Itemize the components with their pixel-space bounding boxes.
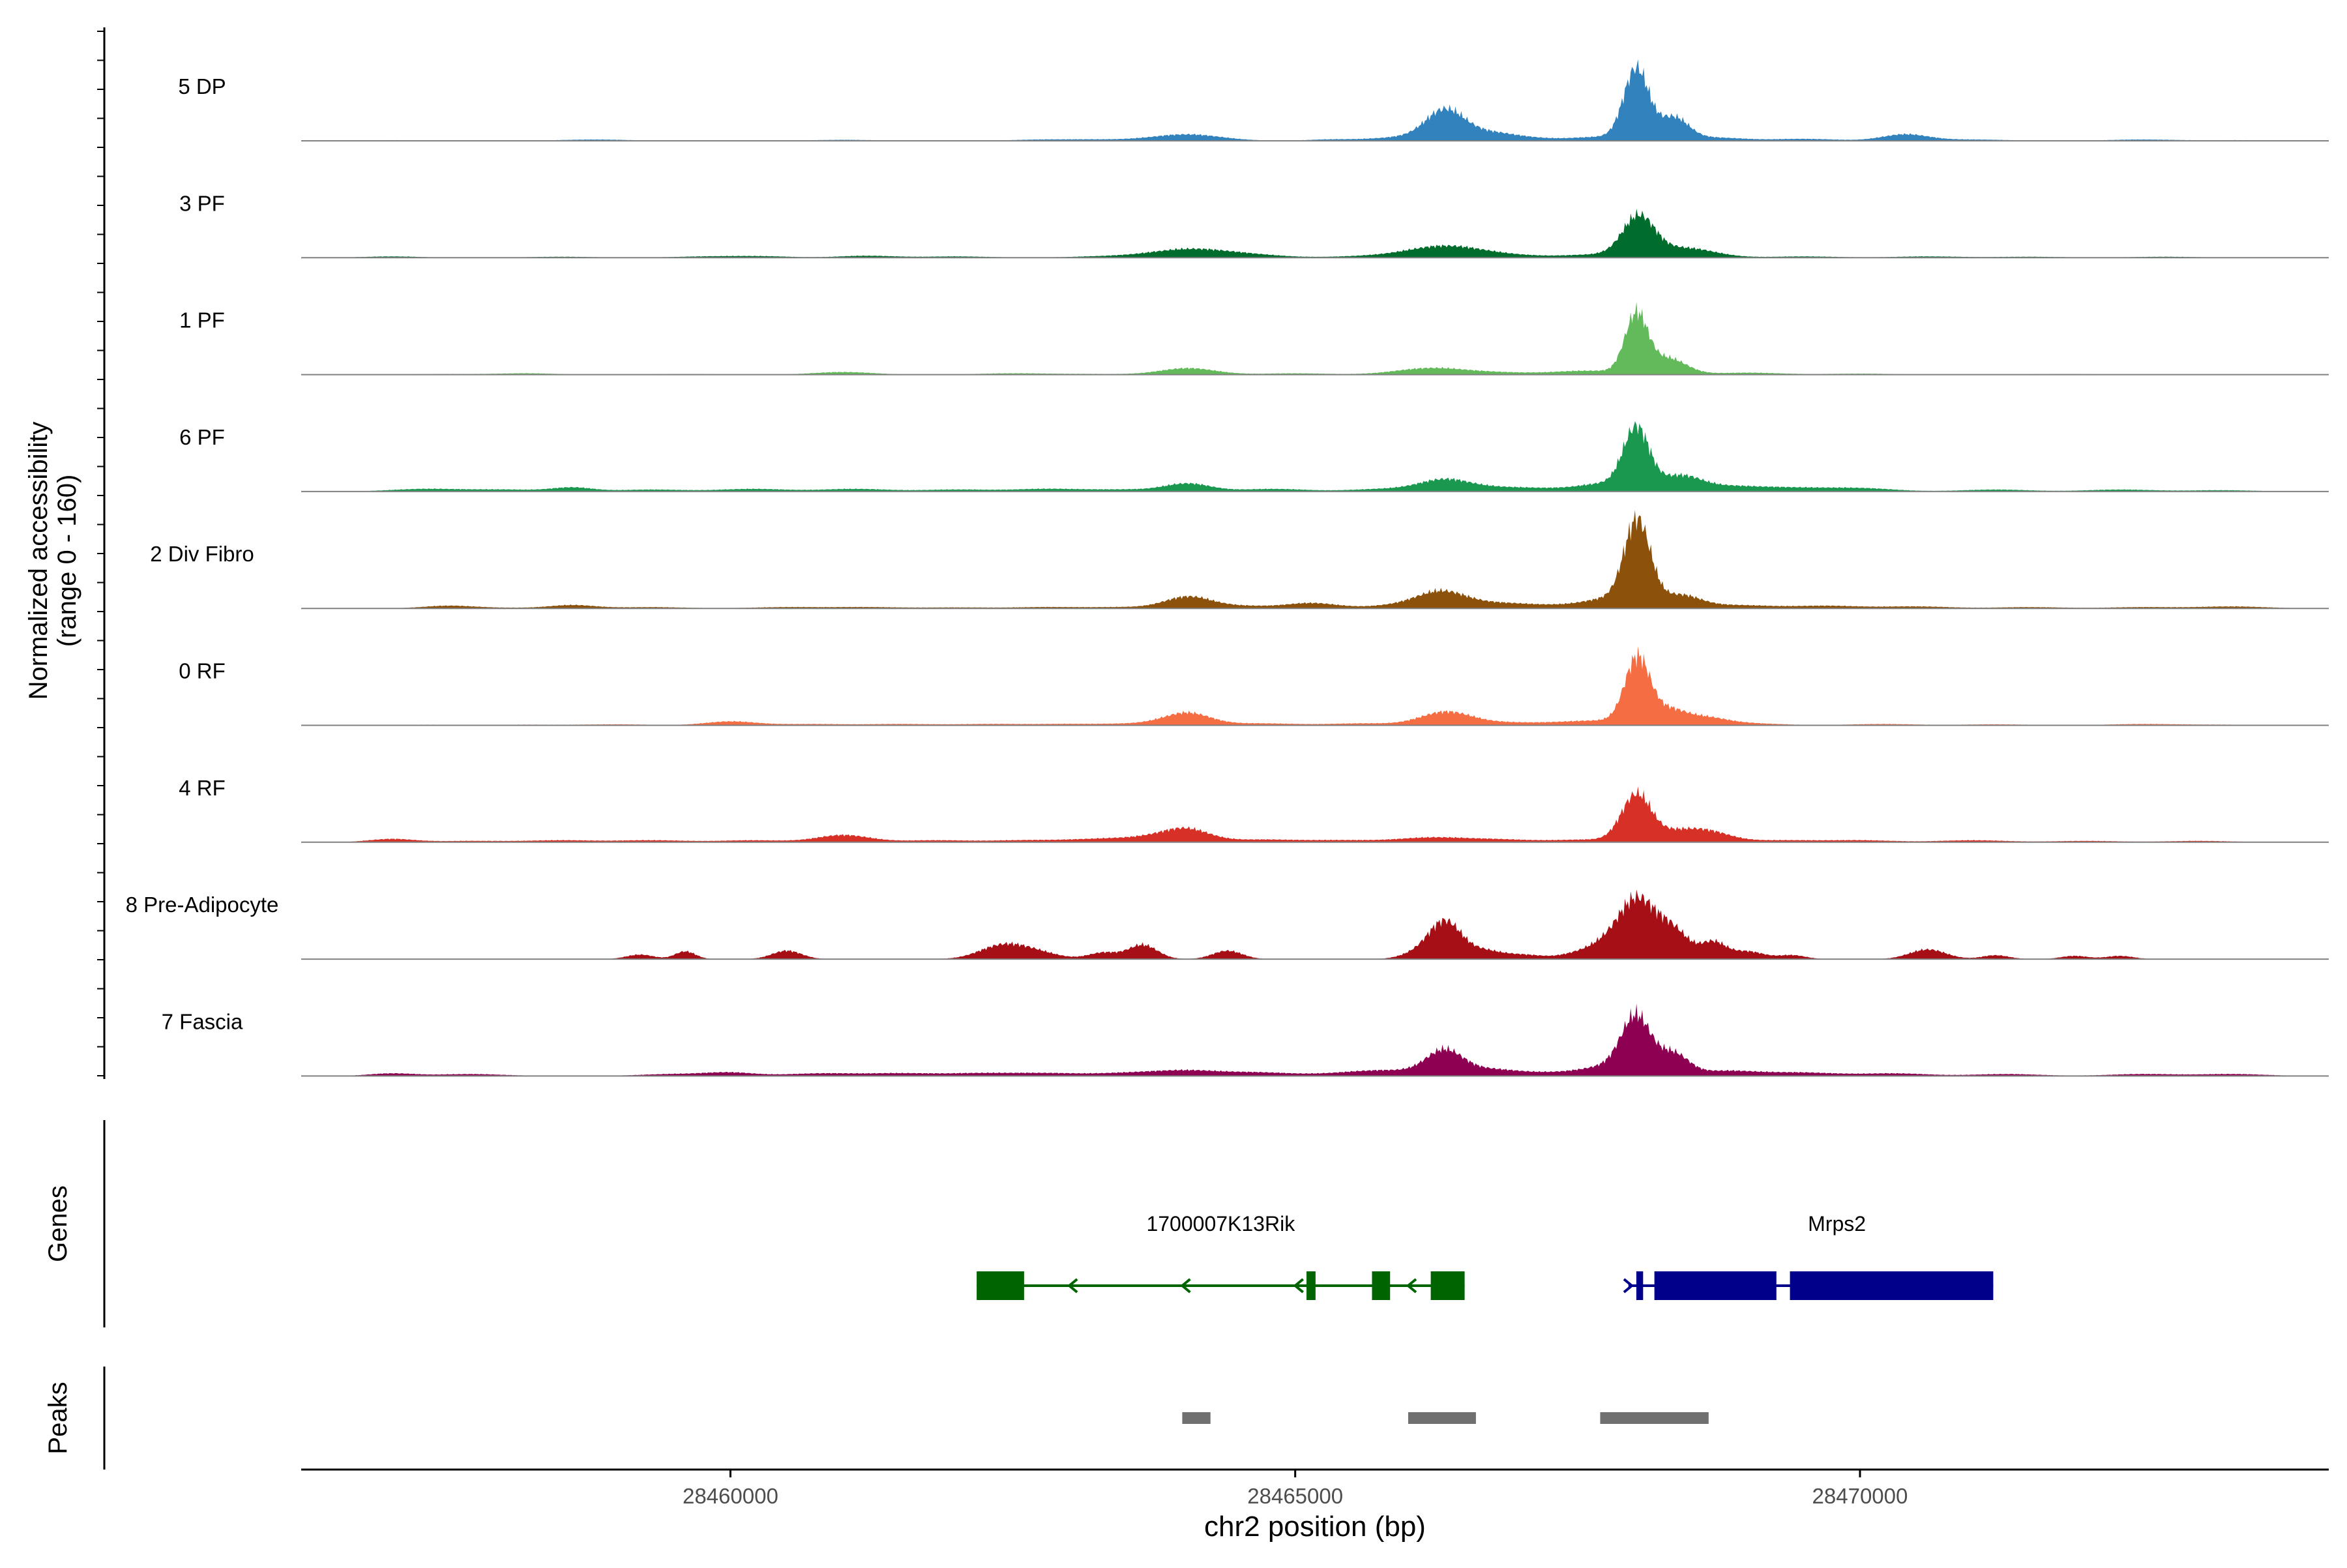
- gene-annotation-track: 1700007K13Rik Mrps2: [977, 1212, 1994, 1300]
- gene-exon: [1636, 1271, 1644, 1300]
- coverage-track-8-pre-adipocyte: 8 Pre-Adipocyte: [126, 889, 2329, 960]
- x-tick-label: 28465000: [1247, 1484, 1343, 1508]
- peaks-track: [1182, 1412, 1709, 1424]
- gene-strand-arrow: [1180, 1278, 1191, 1294]
- gene-label: Mrps2: [1808, 1212, 1866, 1235]
- peaks-track-label: Peaks: [44, 1382, 72, 1454]
- coverage-track-7-fascia: 7 Fascia: [162, 1003, 2329, 1077]
- gene-exon: [1306, 1271, 1316, 1300]
- coverage-track-label: 3 PF: [179, 191, 225, 215]
- genes-track-label: Genes: [44, 1185, 72, 1262]
- gene-strand-arrow: [1623, 1278, 1634, 1294]
- coverage-track-label: 0 RF: [179, 659, 226, 683]
- coverage-track-label: 6 PF: [179, 425, 225, 449]
- coverage-track-0-rf: 0 RF: [179, 646, 2329, 726]
- gene-strand-arrow: [1067, 1278, 1078, 1294]
- x-axis-title: chr2 position (bp): [1204, 1511, 1426, 1543]
- coverage-y-label-line2: (range 0 - 160): [53, 475, 81, 647]
- coverage-track-label: 2 Div Fibro: [150, 542, 254, 566]
- x-tick-label: 28460000: [683, 1484, 778, 1508]
- gene-strand-arrow: [1406, 1278, 1417, 1294]
- gene-label: 1700007K13Rik: [1146, 1212, 1295, 1235]
- x-axis-ticks: 28460000 28465000 28470000: [683, 1470, 1908, 1508]
- x-tick-label: 28470000: [1812, 1484, 1908, 1508]
- gene-exon: [977, 1271, 1024, 1300]
- coverage-track-label: 8 Pre-Adipocyte: [126, 893, 279, 917]
- coverage-track-4-rf: 4 RF: [179, 776, 2329, 843]
- coverage-track-label: 1 PF: [179, 308, 225, 333]
- gene-exon: [1790, 1271, 1994, 1300]
- gene-mrps2: Mrps2: [1623, 1212, 1994, 1300]
- coverage-y-axis: [97, 27, 106, 1079]
- coverage-track-label: 7 Fascia: [162, 1009, 243, 1033]
- peak-region: [1408, 1412, 1476, 1424]
- coverage-track-5-dp: 5 DP: [178, 59, 2329, 141]
- peak-region: [1600, 1412, 1709, 1424]
- gene-exon: [1372, 1271, 1391, 1300]
- gene-1700007k13rik: 1700007K13Rik: [977, 1212, 1465, 1300]
- coverage-track-label: 4 RF: [179, 776, 226, 800]
- coverage-track-2-div-fibro: 2 Div Fibro: [150, 510, 2329, 610]
- coverage-tracks: 5 DP 3 PF 1 PF 6 PF 2 Div Fibro 0 RF 4 RF 8 Pre…: [126, 59, 2329, 1077]
- gene-strand-arrow: [1293, 1278, 1304, 1294]
- coverage-track-label: 5 DP: [178, 74, 226, 98]
- coverage-track-3-pf: 3 PF: [179, 191, 2329, 259]
- gene-exon: [1654, 1271, 1777, 1300]
- coverage-track-1-pf: 1 PF: [179, 301, 2329, 376]
- coverage-y-label-line1: Normalized accessibility: [24, 422, 53, 700]
- peak-region: [1182, 1412, 1211, 1424]
- coverage-track-6-pf: 6 PF: [179, 421, 2329, 492]
- gene-exon: [1430, 1271, 1465, 1300]
